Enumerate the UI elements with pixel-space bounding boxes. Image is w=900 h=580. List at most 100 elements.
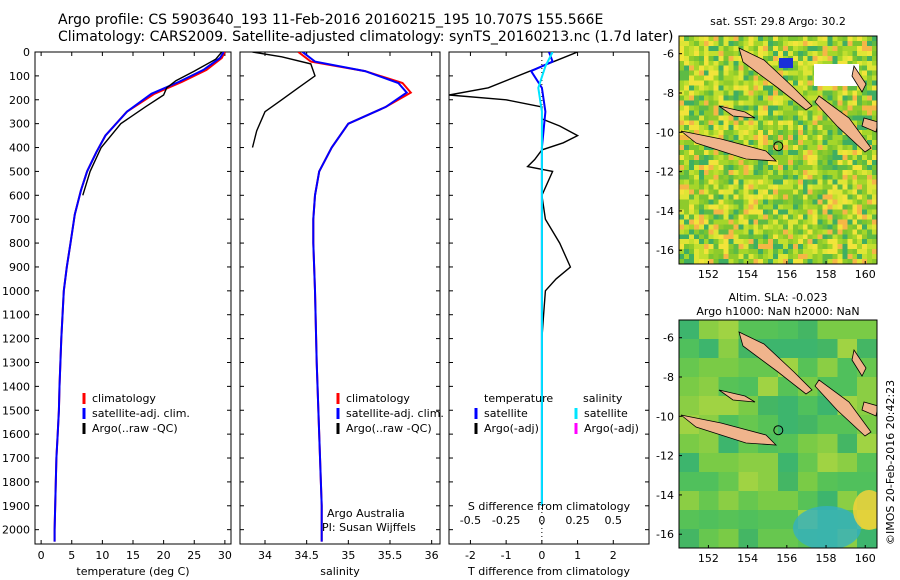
map-cell bbox=[792, 239, 799, 245]
map-cell bbox=[703, 254, 710, 260]
y-tick-label: 400 bbox=[9, 142, 30, 155]
map-cell bbox=[753, 239, 760, 245]
x-top-tick-label: -0.5 bbox=[460, 514, 481, 527]
map-cell bbox=[773, 85, 779, 92]
map-cell bbox=[797, 105, 804, 112]
map-cell bbox=[773, 36, 779, 42]
diff-sal-legend-item: satellite bbox=[584, 407, 628, 420]
map-cell bbox=[852, 50, 859, 57]
map-cell bbox=[807, 140, 814, 146]
map-cell bbox=[832, 184, 839, 191]
map-cell bbox=[807, 50, 814, 57]
map-cell bbox=[802, 45, 809, 52]
map-cell bbox=[718, 150, 725, 156]
map-cell bbox=[693, 85, 700, 92]
map-cell bbox=[783, 150, 789, 156]
map-cell bbox=[797, 150, 804, 156]
map-cell bbox=[778, 125, 784, 131]
map-cell bbox=[679, 110, 685, 117]
map-cell bbox=[787, 244, 794, 250]
map-cell bbox=[688, 189, 695, 196]
map-cell bbox=[773, 60, 779, 67]
map-cell bbox=[822, 204, 829, 211]
map-cell bbox=[797, 234, 804, 241]
map-cell bbox=[872, 36, 877, 42]
map-cell bbox=[713, 249, 720, 255]
map-cell bbox=[802, 140, 809, 146]
diff-temp-legend-item: satellite bbox=[484, 407, 528, 420]
map-cell bbox=[684, 60, 690, 67]
map-cell bbox=[862, 194, 868, 201]
map-cell bbox=[733, 209, 740, 216]
map-cell bbox=[842, 239, 849, 245]
map-cell bbox=[733, 130, 740, 136]
figure-title-line1: Argo profile: CS 5903640_193 11-Feb-2016… bbox=[58, 12, 604, 28]
map-cell bbox=[679, 472, 700, 492]
map-cell bbox=[832, 224, 839, 231]
map-cell bbox=[688, 41, 695, 47]
map-cell bbox=[773, 184, 779, 191]
map-cell bbox=[753, 105, 760, 112]
map-cell bbox=[837, 320, 858, 340]
map-cell bbox=[753, 224, 760, 231]
map-cell bbox=[763, 184, 769, 191]
map-cell bbox=[827, 164, 834, 171]
map-cell bbox=[728, 50, 735, 57]
map-cell bbox=[822, 120, 829, 127]
map-cell bbox=[684, 100, 690, 107]
map-cell bbox=[679, 41, 685, 47]
map-cell bbox=[778, 249, 784, 255]
map-cell bbox=[688, 110, 695, 117]
map-cell bbox=[728, 179, 735, 186]
map-cell bbox=[842, 110, 849, 117]
map-cell bbox=[812, 179, 819, 186]
map-cell bbox=[758, 396, 779, 416]
map-cell bbox=[847, 105, 854, 112]
map-cell bbox=[872, 194, 877, 201]
map-island bbox=[851, 64, 867, 93]
map-cell bbox=[713, 169, 720, 176]
map-cell bbox=[822, 194, 829, 201]
map-cell bbox=[679, 219, 685, 226]
map-cell bbox=[703, 50, 710, 57]
map-cell bbox=[837, 85, 844, 92]
map-cell bbox=[698, 36, 705, 42]
map-cell bbox=[832, 45, 839, 52]
map-cell bbox=[842, 204, 849, 211]
map-cell bbox=[733, 80, 740, 87]
map-cell bbox=[787, 239, 794, 245]
map-cell bbox=[698, 529, 720, 548]
map-cell bbox=[698, 164, 705, 171]
map-cell bbox=[837, 224, 844, 231]
map-cell bbox=[763, 209, 769, 216]
map-cell bbox=[812, 150, 819, 156]
map-x-tick-label: 152 bbox=[698, 268, 719, 281]
map-cell bbox=[807, 125, 814, 131]
map-cell bbox=[768, 95, 774, 102]
map-cell bbox=[733, 159, 740, 166]
map-cell bbox=[812, 50, 819, 57]
map-cell bbox=[679, 130, 685, 136]
map-cell bbox=[867, 135, 873, 141]
map-cell bbox=[733, 169, 740, 176]
map-cell bbox=[797, 472, 819, 492]
map-cell bbox=[703, 259, 710, 264]
map-cell bbox=[867, 184, 873, 191]
map-cell bbox=[738, 234, 745, 241]
map-cell bbox=[802, 36, 809, 42]
map-cell bbox=[778, 214, 784, 221]
map-cell bbox=[832, 234, 839, 241]
map-cell bbox=[738, 41, 745, 47]
argo-position-marker bbox=[773, 141, 784, 152]
map-cell bbox=[797, 434, 819, 454]
map-cell bbox=[698, 320, 720, 340]
map-cell bbox=[698, 150, 705, 156]
map-cell bbox=[797, 135, 804, 141]
map-cell bbox=[792, 60, 799, 67]
map-cell bbox=[867, 249, 873, 255]
map-cell bbox=[778, 229, 784, 236]
map-cell bbox=[802, 125, 809, 131]
map-cell bbox=[842, 150, 849, 156]
map-cell bbox=[783, 179, 789, 186]
map-cell bbox=[768, 174, 774, 181]
